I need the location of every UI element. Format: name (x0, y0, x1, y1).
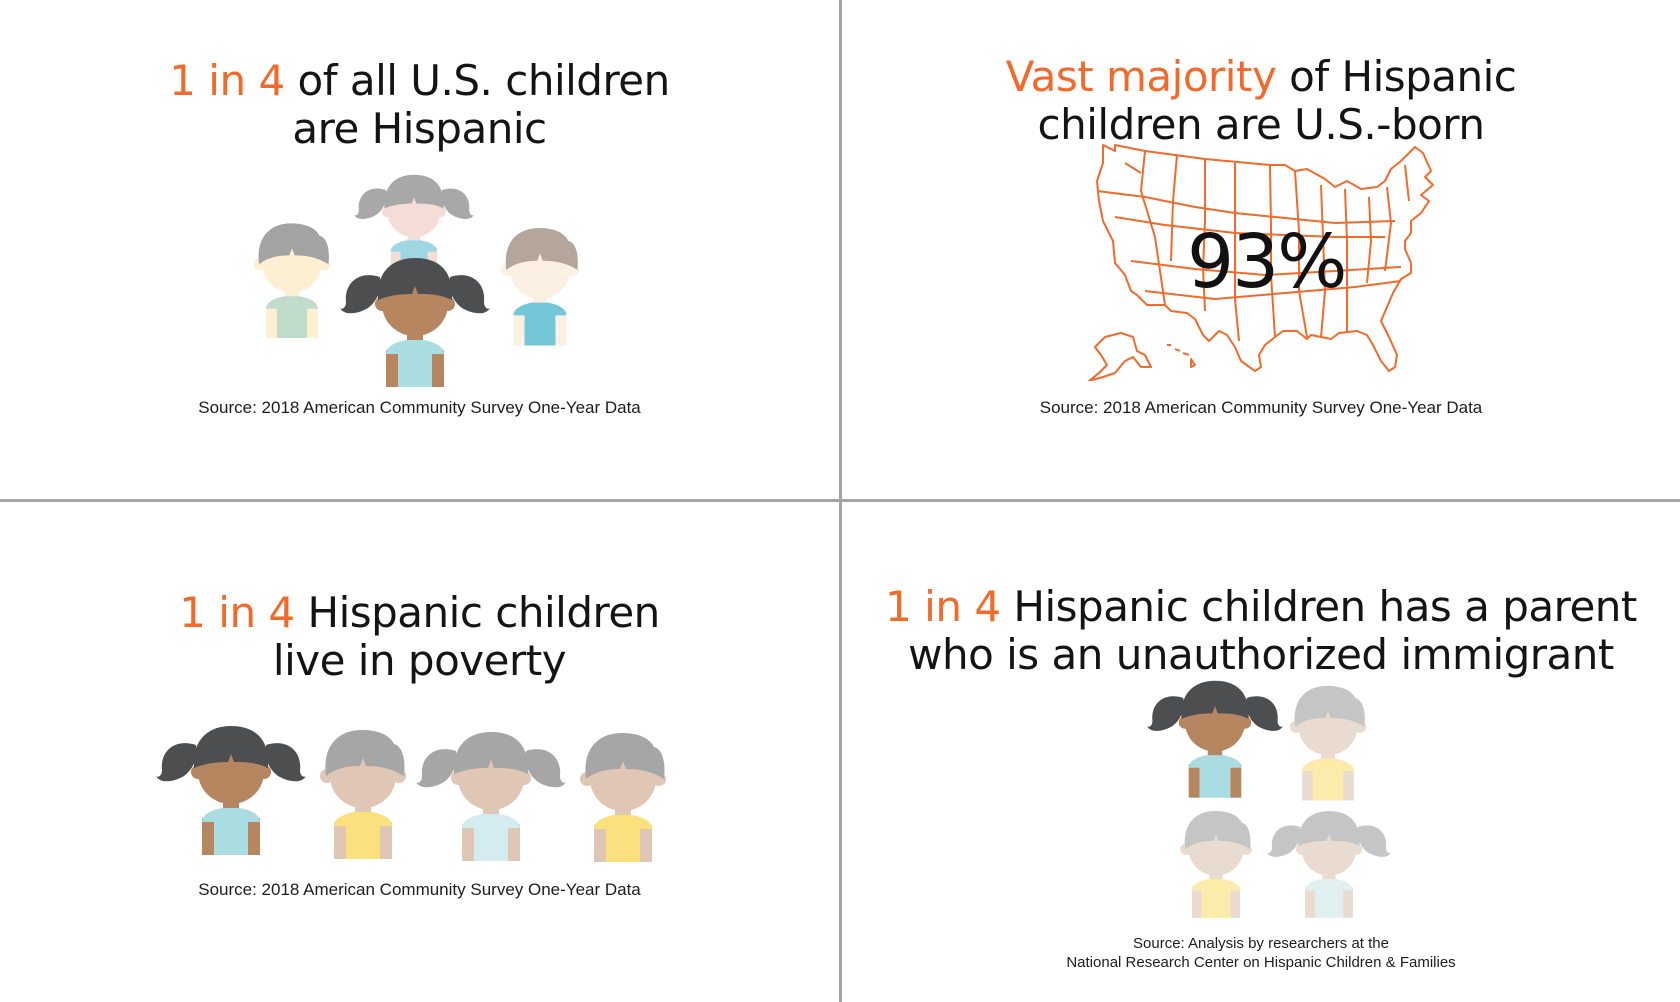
child-icon (1288, 680, 1368, 801)
child-icon-highlighted (156, 720, 306, 855)
panel-us-born: Vast majority of Hispanic children are U… (842, 0, 1680, 499)
panel-title: Vast majority of Hispanic children are U… (1005, 51, 1517, 149)
panel-unauthorized-parent: 1 in 4 Hispanic children has a parent wh… (842, 502, 1680, 1002)
panel-title: 1 in 4 of all U.S. children are Hispanic (169, 55, 670, 153)
source-note: Source: 2018 American Community Survey O… (198, 880, 641, 899)
source-note: Source: Analysis by researchers at the N… (1066, 935, 1456, 971)
child-icon-highlighted (340, 252, 490, 387)
child-icon (416, 726, 566, 861)
child-icon (318, 724, 408, 859)
title-highlight: 1 in 4 (885, 581, 1001, 631)
child-icon (252, 216, 332, 340)
stat-value: 93% (1187, 219, 1347, 305)
horizontal-divider (0, 499, 1680, 502)
us-map-icon (1088, 144, 1434, 381)
child-icon-highlighted (1147, 675, 1283, 798)
source-note: Source: 2018 American Community Survey O… (1039, 398, 1483, 417)
panel-title: 1 in 4 Hispanic children live in poverty (179, 587, 660, 685)
panel-poverty: 1 in 4 Hispanic children live in poverty… (0, 502, 839, 1002)
panel-children-share: 1 in 4 of all U.S. children are Hispanic… (0, 0, 839, 499)
panel-title: 1 in 4 Hispanic children has a parent wh… (885, 581, 1637, 679)
source-note: Source: 2018 American Community Survey O… (198, 398, 641, 417)
title-highlight: 1 in 4 (169, 55, 285, 105)
child-icon (499, 220, 581, 348)
child-icon (578, 727, 668, 862)
child-icon (1178, 806, 1254, 918)
title-highlight: 1 in 4 (179, 587, 295, 637)
title-highlight: Vast majority (1005, 51, 1277, 101)
child-icon (1267, 806, 1391, 918)
